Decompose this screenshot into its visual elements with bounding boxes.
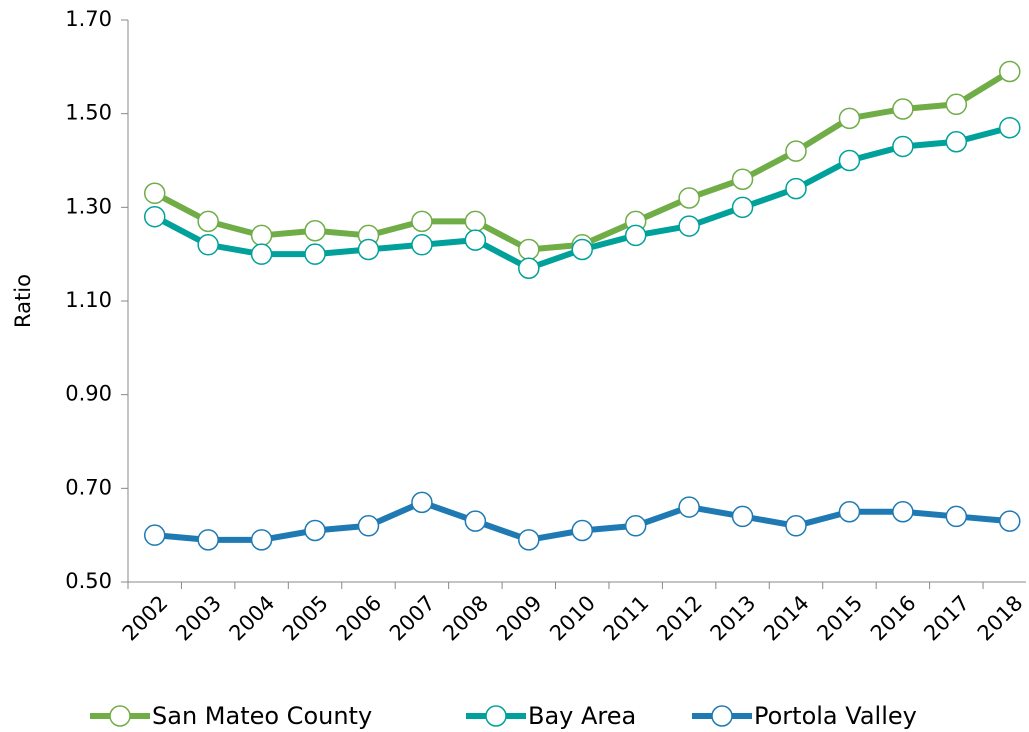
- data-point: [518, 529, 540, 551]
- y-tick-label: 0.70: [65, 475, 112, 499]
- data-point: [304, 519, 326, 542]
- data-point: [999, 60, 1021, 83]
- x-tick-label: 2009: [492, 591, 547, 646]
- data-point: [464, 510, 487, 532]
- x-tick-label: 2010: [545, 591, 600, 646]
- legend-marker: [711, 705, 733, 727]
- data-point: [945, 93, 968, 116]
- y-axis-label: Ratio: [11, 274, 35, 328]
- data-point: [411, 234, 433, 256]
- data-point: [197, 529, 219, 551]
- data-point: [518, 238, 540, 261]
- x-tick-label: 2018: [973, 591, 1028, 646]
- x-tick-label: 2012: [652, 591, 707, 646]
- data-point: [785, 177, 807, 200]
- x-tick-label: 2008: [438, 591, 493, 646]
- data-point: [250, 224, 273, 247]
- y-tick-label: 1.70: [65, 7, 112, 31]
- legend-marker: [485, 705, 507, 727]
- y-tick-label: 1.30: [65, 194, 112, 218]
- x-tick-label: 2002: [118, 591, 173, 646]
- data-point: [464, 229, 487, 251]
- data-point: [357, 515, 380, 537]
- data-point: [838, 501, 861, 523]
- data-point: [518, 257, 540, 279]
- legend-label: Portola Valley: [754, 702, 917, 730]
- data-point: [197, 234, 219, 256]
- data-point: [571, 238, 593, 261]
- data-point: [838, 149, 861, 172]
- x-tick-label: 2014: [759, 591, 814, 646]
- data-point: [838, 107, 861, 130]
- data-point: [731, 196, 754, 219]
- x-tick-label: 2017: [919, 591, 974, 646]
- data-point: [624, 224, 647, 247]
- data-point: [357, 238, 380, 261]
- data-point: [143, 182, 166, 205]
- data-point: [945, 131, 968, 153]
- data-point: [250, 529, 273, 551]
- data-point: [892, 135, 914, 158]
- x-tick-label: 2013: [706, 591, 761, 646]
- data-point: [678, 215, 700, 237]
- data-point: [197, 210, 219, 233]
- data-point: [143, 524, 166, 546]
- x-tick-label: 2004: [225, 591, 280, 646]
- data-point: [892, 98, 914, 120]
- data-point: [892, 501, 914, 523]
- data-point: [731, 505, 754, 528]
- x-tick-label: 2007: [385, 591, 440, 646]
- data-point: [678, 187, 700, 209]
- data-point: [678, 496, 700, 518]
- data-point: [143, 205, 166, 228]
- x-tick-label: 2005: [278, 591, 333, 646]
- data-point: [571, 519, 593, 542]
- legend-label: Bay Area: [528, 702, 636, 730]
- x-tick-label: 2011: [599, 591, 654, 646]
- data-point: [945, 505, 968, 528]
- y-tick-label: 0.90: [65, 382, 112, 406]
- data-point: [999, 510, 1021, 532]
- x-tick-label: 2015: [812, 591, 867, 646]
- x-tick-label: 2016: [866, 591, 921, 646]
- x-tick-label: 2006: [331, 591, 386, 646]
- x-tick-label: 2003: [171, 591, 226, 646]
- data-point: [785, 140, 807, 162]
- legend-label: San Mateo County: [152, 702, 372, 730]
- data-point: [304, 220, 326, 242]
- data-point: [411, 491, 433, 514]
- legend-marker: [109, 705, 131, 727]
- data-point: [999, 116, 1021, 139]
- data-point: [304, 243, 326, 265]
- data-point: [411, 210, 433, 233]
- series-line: [153, 68, 1012, 253]
- data-point: [785, 515, 807, 537]
- data-point: [250, 243, 273, 265]
- y-tick-label: 0.50: [65, 569, 112, 593]
- y-tick-label: 1.50: [65, 101, 112, 125]
- data-point: [624, 515, 647, 537]
- y-tick-label: 1.10: [65, 288, 112, 312]
- data-point: [464, 210, 487, 233]
- data-point: [731, 168, 754, 190]
